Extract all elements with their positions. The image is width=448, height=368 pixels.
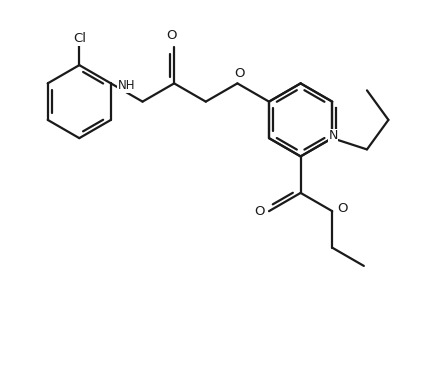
Text: N: N bbox=[328, 130, 338, 142]
Text: O: O bbox=[337, 202, 347, 215]
Text: O: O bbox=[234, 67, 245, 80]
Text: O: O bbox=[254, 205, 264, 217]
Text: Cl: Cl bbox=[73, 32, 86, 45]
Text: NH: NH bbox=[118, 79, 135, 92]
Text: O: O bbox=[167, 29, 177, 42]
